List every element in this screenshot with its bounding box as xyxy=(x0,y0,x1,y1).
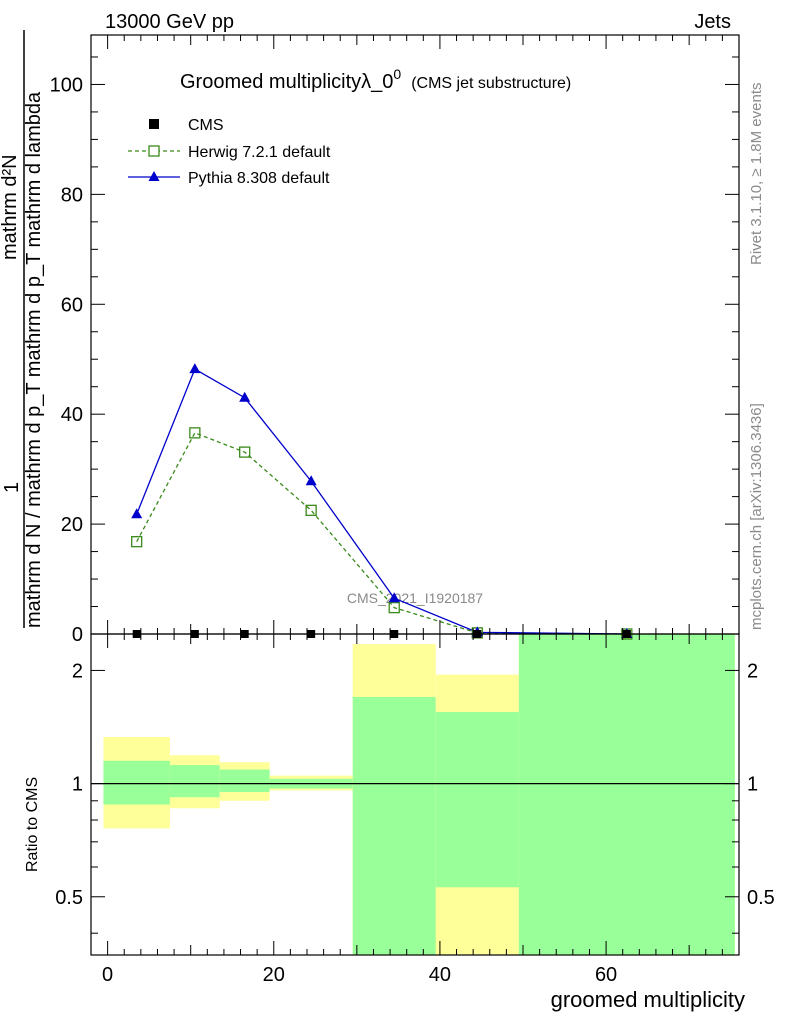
axes-frames: 0 20 40 60 80 100 0 20 40 60 0.5 0.5 1 1 2 2 xyxy=(50,34,775,986)
y-tick-label: 40 xyxy=(61,404,83,426)
chart-title: Groomed multiplicityλ_00(CMS jet substru… xyxy=(180,66,571,93)
ratio-frame xyxy=(90,633,740,956)
ratio-y-tick-label: 0.5 xyxy=(55,887,83,909)
ratio-y-tick-label: 1 xyxy=(72,774,83,796)
y-tick-label: 100 xyxy=(50,74,83,96)
header-left: 13000 GeV pp xyxy=(105,11,234,33)
ratio-y-label: Ratio to CMS xyxy=(24,777,41,872)
header-right: Jets xyxy=(694,11,731,33)
legend-label-0: CMS xyxy=(188,117,224,134)
ratio-band-inner-1 xyxy=(169,765,220,798)
legend-pythia-marker xyxy=(148,171,160,181)
legend-herwig-marker xyxy=(148,145,160,157)
herwig-point xyxy=(189,427,201,439)
mcplots-label: mcplots.cern.ch [arXiv:1306.3436] xyxy=(748,403,765,630)
y-tick-label: 0 xyxy=(72,624,83,646)
x-tick-label: 60 xyxy=(595,964,617,986)
ratio-y-tick-label: 2 xyxy=(72,660,83,682)
x-tick-label: 0 xyxy=(102,964,113,986)
legend-label-1: Herwig 7.2.1 default xyxy=(188,144,331,161)
watermark: CMS_2021_I1920187 xyxy=(347,590,483,606)
ratio-band-inner-4 xyxy=(352,696,436,955)
legend: CMS Herwig 7.2.1 default Pythia 8.308 defa… xyxy=(128,117,331,187)
ratio-y-tick-label-right: 1 xyxy=(747,774,758,796)
ratio-band-inner-2 xyxy=(219,769,270,792)
pythia-point xyxy=(131,508,143,519)
herwig-point xyxy=(388,601,400,614)
herwig-point xyxy=(239,446,251,458)
pythia-point xyxy=(239,391,251,402)
ratio-bands xyxy=(91,634,739,955)
herwig-point xyxy=(305,504,317,517)
main-y-label: 1 mathrm d²N mathrm d N / mathrm d p_T m… xyxy=(0,30,45,628)
y-tick-label: 80 xyxy=(61,184,83,206)
x-tick-label: 40 xyxy=(429,964,451,986)
ratio-y-tick-label-right: 2 xyxy=(747,660,758,682)
pythia-point xyxy=(189,363,201,374)
ratio-y-tick-label-right: 0.5 xyxy=(747,887,775,909)
legend-label-2: Pythia 8.308 default xyxy=(188,170,330,187)
legend-cms-marker xyxy=(149,119,159,129)
y-label-denominator: mathrm d N / mathrm d p_T mathrm d p_T m… xyxy=(23,91,45,628)
herwig-point xyxy=(131,536,143,548)
pythia-point xyxy=(305,475,317,486)
x-axis-label: groomed multiplicity xyxy=(551,987,745,1012)
ratio-band-inner-6 xyxy=(518,634,735,955)
rivet-label: Rivet 3.1.10, ≥ 1.8M events xyxy=(748,83,765,266)
y-tick-label: 20 xyxy=(61,514,83,536)
y-tick-label: 60 xyxy=(61,294,83,316)
pythia-point xyxy=(388,592,400,603)
y-label-numerator: mathrm d²N xyxy=(0,154,21,260)
ratio-band-inner-0 xyxy=(103,760,170,805)
x-tick-label: 20 xyxy=(263,964,285,986)
ratio-band-outer-low-5 xyxy=(435,887,519,955)
y-label-prefix: 1 xyxy=(1,482,23,493)
